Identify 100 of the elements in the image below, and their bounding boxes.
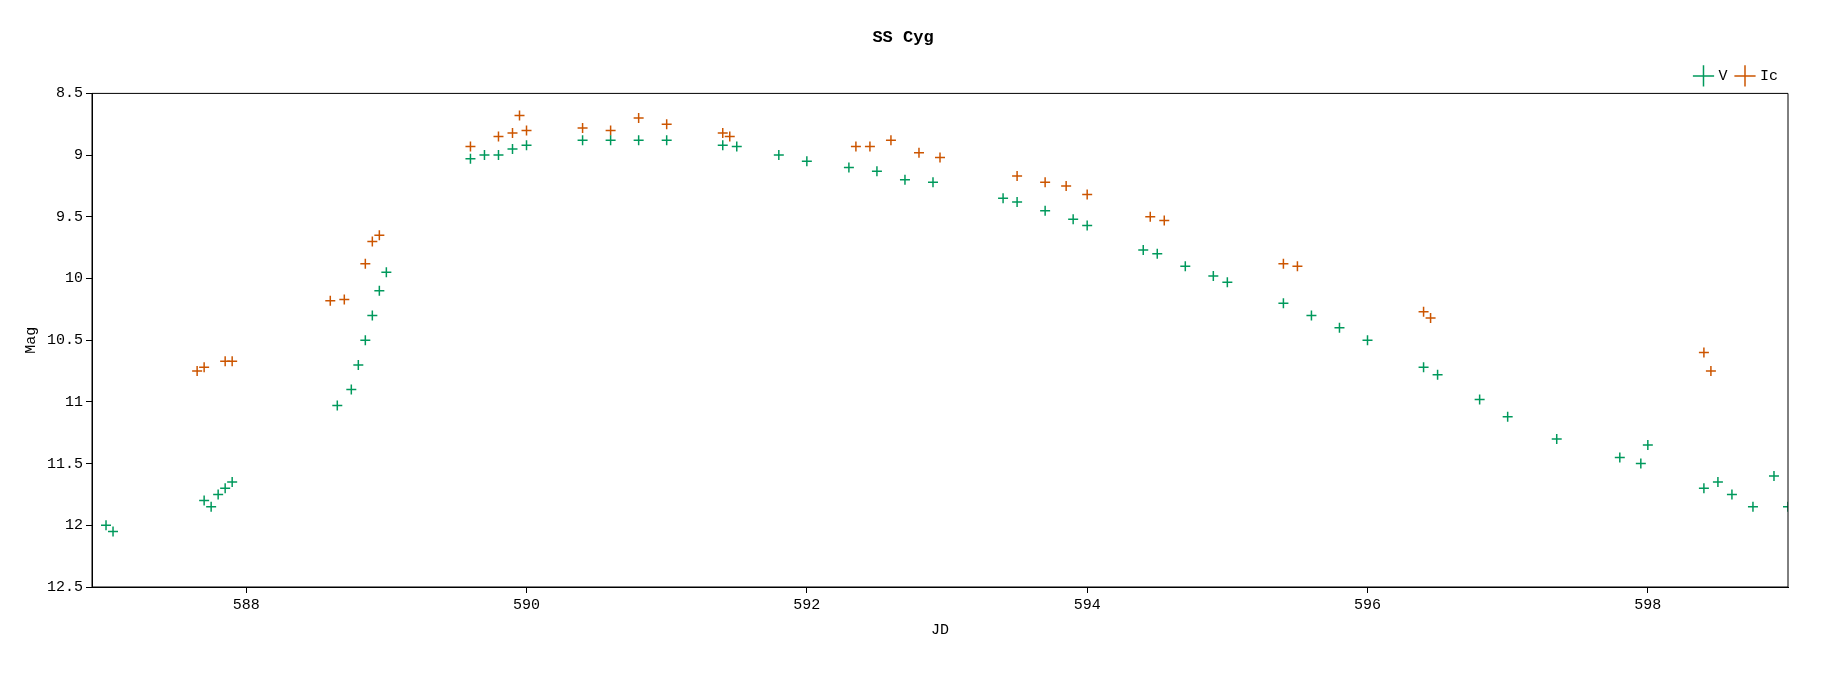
- point: [604, 124, 617, 137]
- point: [1473, 393, 1486, 406]
- point: [464, 140, 477, 153]
- point: [864, 140, 876, 153]
- y-tick-label: 12.5: [46, 578, 84, 596]
- point: [1501, 410, 1514, 423]
- point: [1726, 488, 1738, 501]
- point: [632, 134, 645, 147]
- point: [478, 149, 491, 161]
- point: [219, 482, 231, 495]
- point: [506, 143, 519, 155]
- point: [1614, 451, 1626, 464]
- point: [1060, 180, 1072, 192]
- point: [632, 112, 645, 124]
- point: [1011, 196, 1023, 208]
- point: [913, 146, 925, 159]
- point: [997, 192, 1009, 205]
- point: [843, 161, 855, 174]
- x-tick-label: 596: [1354, 596, 1382, 614]
- y-tick-label: 12: [64, 517, 84, 535]
- y-tick-label: 11.5: [46, 455, 84, 473]
- point: [1039, 204, 1051, 217]
- point: [927, 176, 939, 188]
- point: [1417, 361, 1430, 374]
- point: [576, 134, 589, 147]
- point: [871, 165, 883, 177]
- point: [212, 488, 224, 501]
- point: [191, 365, 203, 377]
- point: [345, 383, 358, 396]
- point: [492, 149, 505, 161]
- point: [520, 139, 533, 151]
- point: [380, 266, 393, 279]
- point: [1635, 457, 1647, 470]
- point: [1179, 260, 1192, 272]
- point: [198, 361, 210, 374]
- point: [366, 309, 379, 322]
- point: [1768, 470, 1780, 482]
- point: [226, 476, 238, 488]
- y-tick-label: 10: [64, 270, 84, 288]
- point: [1277, 297, 1290, 309]
- y-tick-label: 10.5: [46, 332, 84, 350]
- legend-label: Ic: [1760, 67, 1779, 85]
- point: [1011, 170, 1023, 182]
- point: [1039, 176, 1051, 188]
- point: [773, 149, 785, 161]
- point: [899, 174, 911, 186]
- point: [934, 151, 946, 164]
- point: [359, 257, 372, 270]
- point: [1291, 260, 1304, 272]
- point: [1698, 346, 1710, 359]
- point: [1137, 244, 1149, 256]
- point: [359, 334, 372, 346]
- x-tick-label: 594: [1073, 596, 1101, 614]
- x-tick-label: 592: [793, 596, 821, 614]
- chart-title: SS Cyg: [872, 28, 934, 48]
- point: [464, 153, 477, 165]
- point: [1305, 309, 1318, 322]
- point: [338, 293, 351, 306]
- x-axis-title: JD: [931, 621, 950, 639]
- point: [660, 118, 673, 130]
- point: [1081, 188, 1093, 201]
- point: [1361, 334, 1374, 346]
- point: [1144, 211, 1156, 223]
- point: [731, 140, 743, 153]
- x-tick-label: 588: [232, 596, 260, 614]
- point: [1221, 276, 1234, 288]
- point: [850, 140, 862, 153]
- point: [1067, 213, 1079, 226]
- y-tick-label: 9.5: [55, 208, 84, 226]
- point: [331, 399, 344, 412]
- point: [1642, 439, 1654, 451]
- point: [513, 109, 526, 122]
- point: [373, 285, 386, 297]
- point: [520, 124, 533, 137]
- point: [1698, 482, 1710, 495]
- point: [801, 155, 813, 168]
- x-tick-label: 598: [1634, 596, 1662, 614]
- point: [226, 355, 238, 367]
- point: [506, 127, 519, 139]
- point: [604, 134, 617, 147]
- y-tick-label: 9: [73, 147, 84, 165]
- point: [352, 359, 365, 371]
- point: [1747, 501, 1759, 513]
- y-tick-label: 8.5: [55, 85, 84, 103]
- point: [660, 134, 673, 147]
- point: [1550, 433, 1563, 445]
- point: [1333, 322, 1346, 334]
- point: [492, 130, 505, 143]
- point: [1431, 369, 1444, 381]
- point: [1277, 257, 1290, 270]
- point: [373, 229, 386, 242]
- point: [1158, 214, 1171, 227]
- x-tick-label: 590: [513, 596, 541, 614]
- point: [366, 235, 379, 248]
- legend-label: V: [1718, 67, 1728, 85]
- y-tick-label: 11: [64, 393, 84, 411]
- point: [1081, 219, 1093, 232]
- point: [885, 134, 897, 147]
- y-axis-title: Mag: [22, 326, 40, 354]
- point: [717, 139, 729, 151]
